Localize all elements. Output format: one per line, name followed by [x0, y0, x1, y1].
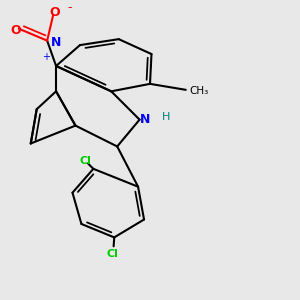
Text: Cl: Cl	[107, 249, 119, 259]
Text: H: H	[162, 112, 171, 122]
Text: -: -	[67, 1, 72, 14]
Text: Cl: Cl	[80, 156, 92, 167]
Text: N: N	[51, 36, 61, 49]
Text: N: N	[140, 113, 151, 126]
Text: O: O	[49, 6, 60, 19]
Text: O: O	[11, 24, 21, 37]
Text: +: +	[42, 52, 50, 62]
Text: CH₃: CH₃	[190, 86, 209, 96]
